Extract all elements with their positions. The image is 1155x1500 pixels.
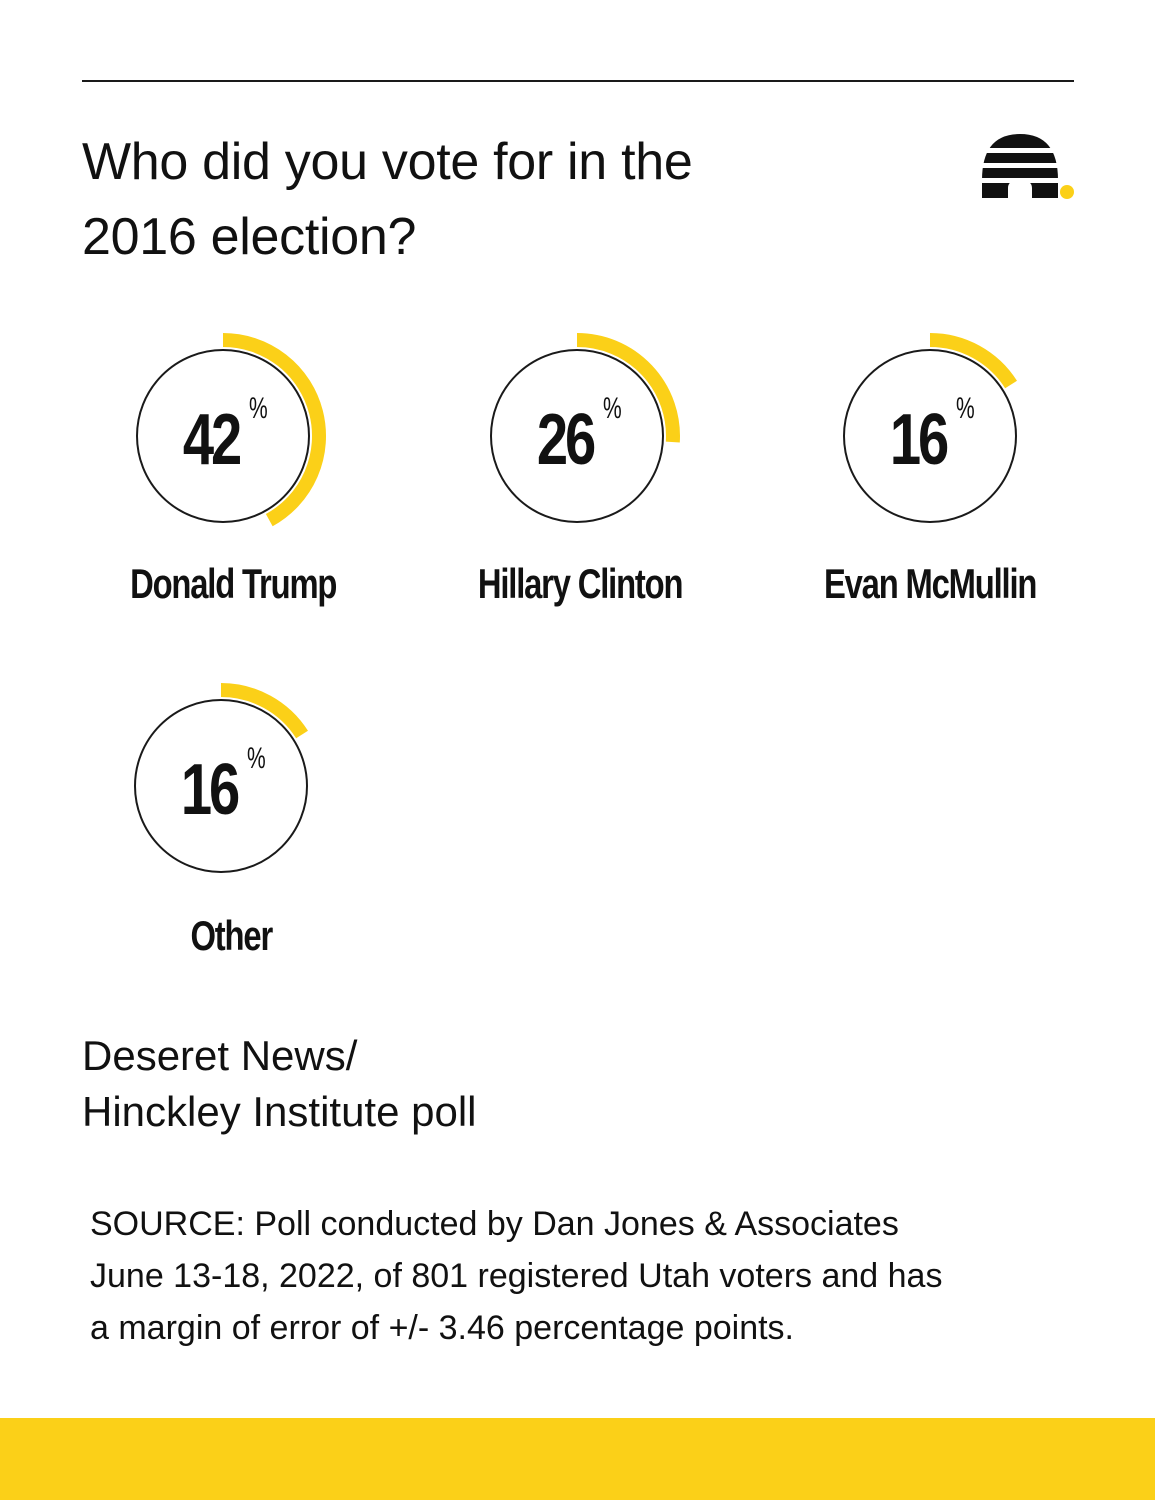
donut-arc xyxy=(222,333,327,527)
value-label: 26 xyxy=(536,400,596,480)
percent-sign: % xyxy=(602,392,622,425)
percent-sign: % xyxy=(246,742,266,775)
title-line-1: Who did you vote for in the xyxy=(82,133,693,191)
top-rule xyxy=(82,80,1074,82)
value-label: 16 xyxy=(889,400,949,480)
donut-hillary-clinton: 26 % xyxy=(467,326,687,546)
source-line-1: SOURCE: Poll conducted by Dan Jones & As… xyxy=(90,1205,899,1243)
bottom-accent-bar xyxy=(0,1418,1155,1500)
value-label: 42 xyxy=(182,400,242,480)
donut-donald-trump: 42 % xyxy=(113,326,333,546)
donut-arc xyxy=(220,683,308,739)
candidate-label: Evan McMullin xyxy=(823,560,1037,607)
donut-other: 16 % xyxy=(111,676,331,896)
source-note: SOURCE: Poll conducted by Dan Jones & As… xyxy=(90,1198,1100,1354)
poll-name: Deseret News/ Hinckley Institute poll xyxy=(82,1028,477,1140)
percent-sign: % xyxy=(248,392,268,425)
source-line-3: a margin of error of +/- 3.46 percentage… xyxy=(90,1309,795,1347)
candidate-label: Donald Trump xyxy=(129,560,337,607)
candidate-label: Other xyxy=(190,912,273,959)
donut-arc xyxy=(929,333,1017,389)
poll-line-2: Hinckley Institute poll xyxy=(82,1088,477,1135)
percent-sign: % xyxy=(955,392,975,425)
title-line-2: 2016 election? xyxy=(82,208,417,266)
candidate-label: Hillary Clinton xyxy=(477,560,684,607)
value-label: 16 xyxy=(180,750,240,830)
source-line-2: June 13-18, 2022, of 801 registered Utah… xyxy=(90,1257,943,1295)
donut-arc xyxy=(576,333,680,443)
donut-evan-mcmullin: 16 % xyxy=(820,326,1040,546)
poll-line-1: Deseret News/ xyxy=(82,1032,358,1079)
chart-title: Who did you vote for in the 2016 electio… xyxy=(82,125,842,275)
beehive-icon xyxy=(976,130,1076,202)
